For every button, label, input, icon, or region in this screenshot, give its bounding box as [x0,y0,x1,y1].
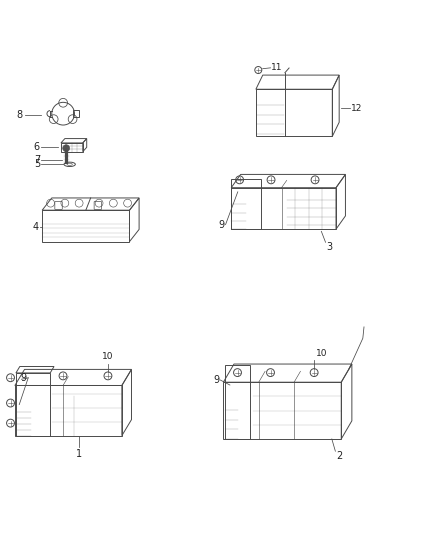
Text: 2: 2 [336,451,343,461]
Text: 1: 1 [76,449,82,459]
Circle shape [63,144,70,152]
Text: 9: 9 [21,373,27,383]
Text: 3: 3 [327,243,333,252]
Text: 11: 11 [272,63,283,72]
Text: 4: 4 [32,222,39,232]
Text: 9: 9 [213,375,219,385]
Text: 8: 8 [16,110,22,120]
Text: 10: 10 [102,352,114,361]
Text: 5: 5 [34,159,40,169]
Text: 7: 7 [34,155,40,165]
Text: 9: 9 [218,220,224,230]
Text: 10: 10 [316,349,328,358]
Text: 12: 12 [351,104,363,113]
Text: 6: 6 [34,142,40,152]
